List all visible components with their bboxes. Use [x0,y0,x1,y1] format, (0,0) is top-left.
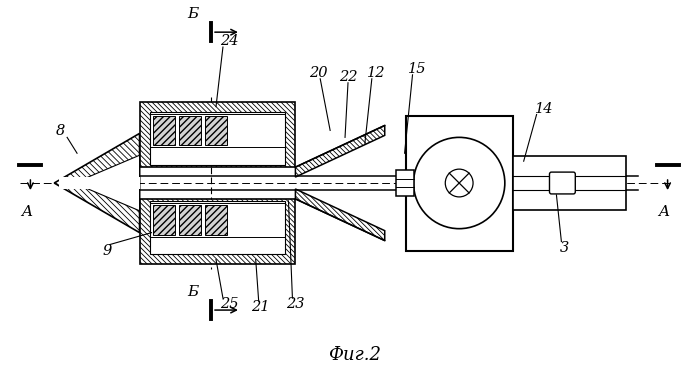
Text: 14: 14 [535,102,554,116]
Text: 24: 24 [220,34,238,48]
Text: 9: 9 [102,243,112,257]
Text: 21: 21 [251,300,270,314]
Polygon shape [74,155,140,211]
Bar [396,170,413,196]
Polygon shape [205,205,227,234]
Circle shape [413,137,505,229]
Polygon shape [295,125,385,177]
FancyBboxPatch shape [549,172,575,194]
Text: 22: 22 [339,70,357,84]
Bar [513,156,626,210]
Text: 12: 12 [366,66,385,80]
Text: 25: 25 [220,297,238,311]
Text: 20: 20 [309,66,327,80]
Text: 8: 8 [56,124,65,138]
Text: Б: Б [188,285,199,299]
Polygon shape [140,199,295,265]
Polygon shape [179,205,201,234]
Text: Фиг.2: Фиг.2 [329,346,381,364]
Bar [59,177,140,190]
Circle shape [445,169,473,197]
Text: A: A [658,205,669,219]
Polygon shape [295,189,385,240]
Text: 15: 15 [408,62,426,76]
Text: 3: 3 [560,240,569,255]
Bar [149,201,285,255]
Polygon shape [179,115,201,145]
Polygon shape [205,115,227,145]
Bar [149,112,285,165]
Bar [406,115,513,250]
Text: A: A [21,205,32,219]
Polygon shape [54,134,140,233]
Text: Б: Б [188,7,199,21]
Polygon shape [154,205,175,234]
Polygon shape [154,115,175,145]
Text: 23: 23 [286,297,304,311]
Polygon shape [140,102,295,167]
